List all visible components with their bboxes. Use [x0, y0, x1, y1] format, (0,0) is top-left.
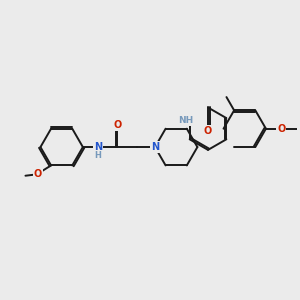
- Text: O: O: [277, 124, 285, 134]
- Text: H: H: [95, 151, 102, 160]
- Text: O: O: [34, 169, 42, 179]
- Text: N: N: [151, 142, 159, 152]
- Text: N: N: [94, 142, 102, 152]
- Text: O: O: [113, 120, 122, 130]
- Text: NH: NH: [178, 116, 193, 125]
- Text: O: O: [204, 126, 212, 136]
